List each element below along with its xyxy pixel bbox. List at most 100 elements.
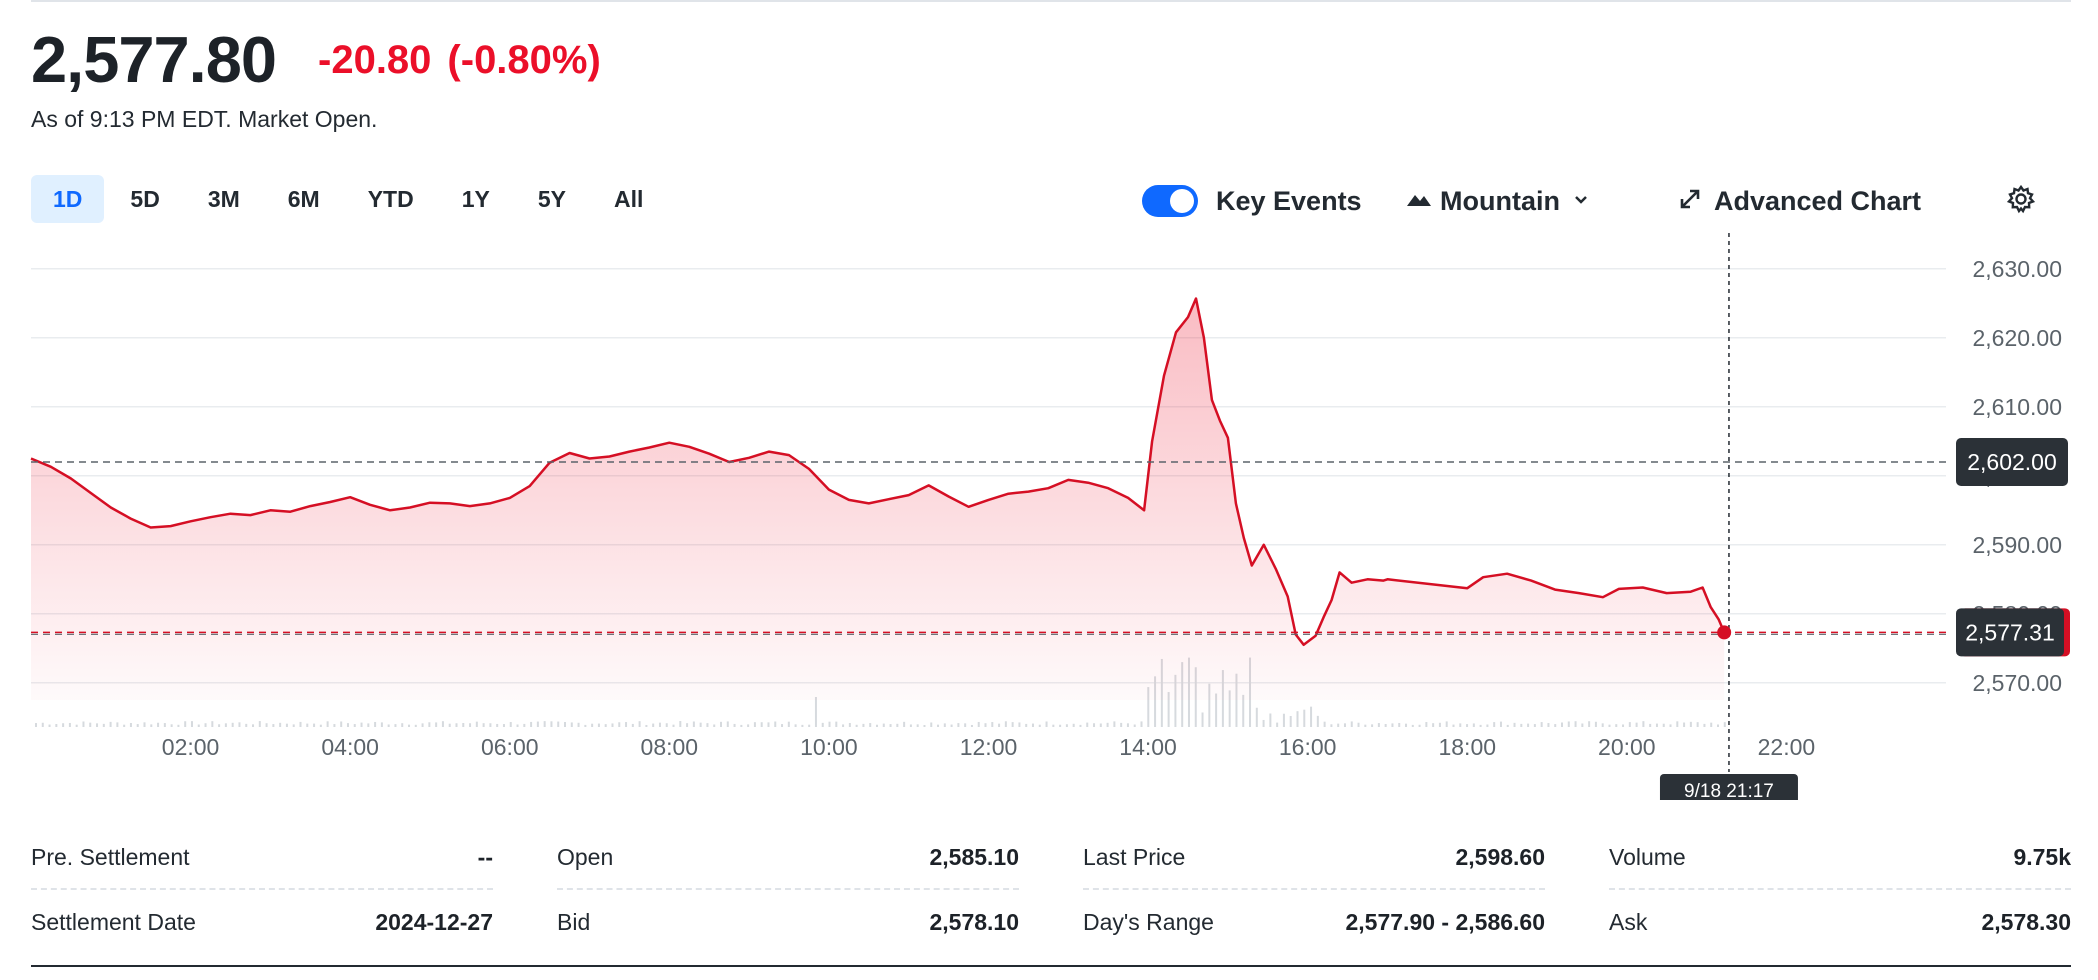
volume-bar — [1330, 724, 1333, 727]
volume-bar — [1452, 724, 1455, 727]
volume-bar — [1316, 715, 1319, 727]
toggle-knob — [1170, 189, 1194, 213]
quote-change: -20.80 (-0.80%) — [318, 36, 601, 84]
x-tick-label: 10:00 — [800, 734, 858, 760]
volume-bar — [821, 722, 824, 727]
volume-bar — [1554, 724, 1557, 727]
range-5y-button[interactable]: 5Y — [537, 185, 566, 212]
volume-bar — [475, 721, 478, 727]
settings-button[interactable] — [2006, 178, 2036, 224]
volume-bar — [1513, 722, 1516, 727]
volume-bar — [441, 721, 444, 727]
volume-bar — [1432, 723, 1435, 727]
volume-bar — [469, 723, 472, 727]
volume-bar — [1377, 723, 1380, 727]
volume-bar — [1357, 722, 1360, 727]
volume-bar — [1683, 722, 1686, 727]
volume-bar — [231, 722, 234, 727]
range-3m-button[interactable]: 3M — [207, 185, 240, 212]
volume-bar — [1133, 724, 1136, 727]
volume-bar — [916, 724, 919, 727]
volume-bar — [1486, 724, 1489, 727]
volume-bar — [1425, 722, 1428, 727]
volume-bar — [387, 724, 390, 727]
x-axis: 02:00 04:00 06:00 08:00 10:00 12:00 14:00 16:00… — [162, 734, 1815, 760]
volume-bar — [930, 722, 933, 727]
volume-bar — [1113, 721, 1116, 727]
range-1d-button[interactable]: 1D — [31, 175, 105, 223]
volume-bar — [1147, 687, 1150, 727]
volume-bar — [1126, 723, 1129, 727]
volume-bar — [136, 724, 139, 727]
volume-bar — [882, 723, 885, 727]
x-tick-label: 22:00 — [1758, 734, 1816, 760]
volume-bar — [1154, 676, 1157, 727]
volume-bar — [679, 721, 682, 727]
volume-bar — [401, 723, 404, 727]
volume-bar — [55, 724, 58, 727]
volume-bar — [1601, 723, 1604, 727]
volume-bar — [1296, 711, 1299, 727]
volume-bar — [957, 723, 960, 727]
advanced-chart-button[interactable]: Advanced Chart — [1678, 178, 1921, 224]
volume-bar — [313, 723, 316, 727]
volume-bar — [828, 721, 831, 727]
range-5d-button[interactable]: 5D — [130, 185, 160, 212]
chart-type-dropdown[interactable]: Mountain — [1406, 178, 1588, 224]
volume-bar — [740, 724, 743, 727]
volume-bar — [1215, 693, 1218, 727]
volume-bar — [102, 723, 105, 727]
volume-bar — [652, 723, 655, 727]
volume-bar — [1093, 723, 1096, 727]
x-tick-label: 02:00 — [162, 734, 220, 760]
volume-bar — [279, 722, 282, 727]
volume-bar — [123, 724, 126, 727]
volume-bar — [1642, 721, 1645, 727]
key-events-toggle[interactable] — [1142, 185, 1198, 217]
volume-bar — [1065, 724, 1068, 727]
volume-bar — [591, 723, 594, 727]
volume-bar — [1533, 724, 1536, 727]
y-tick-label: 2,590.00 — [1972, 532, 2062, 558]
volume-bar — [760, 722, 763, 727]
stat-value: -- — [477, 843, 493, 870]
volume-bar — [801, 724, 804, 727]
volume-bar — [1479, 724, 1482, 727]
key-events-control[interactable]: Key Events — [1142, 178, 1362, 224]
volume-bar — [75, 724, 78, 727]
volume-bar — [550, 721, 553, 727]
volume-bar — [340, 721, 343, 727]
price-chart[interactable]: 2,630.002,620.002,610.002,600.002,590.00… — [0, 230, 2098, 806]
volume-bar — [1120, 722, 1123, 727]
stats-column: Pre. Settlement -- Settlement Date 2024-12… — [31, 826, 493, 954]
volume-bar — [747, 724, 750, 727]
volume-bar — [1025, 723, 1028, 727]
volume-bar — [923, 724, 926, 727]
volume-bar — [1303, 709, 1306, 727]
volume-bar — [1506, 724, 1509, 727]
volume-bar — [204, 723, 207, 727]
range-all-button[interactable]: All — [614, 185, 644, 212]
volume-bar — [34, 723, 37, 727]
volume-bar — [530, 721, 533, 727]
volume-bar — [1228, 690, 1231, 727]
advanced-chart-label: Advanced Chart — [1714, 185, 1922, 216]
volume-bar — [1438, 722, 1441, 727]
volume-bar — [1391, 723, 1394, 727]
range-6m-button[interactable]: 6M — [287, 185, 320, 212]
volume-bar — [1411, 724, 1414, 727]
stat-volume: Volume 9.75k — [1609, 826, 2071, 890]
volume-bar — [211, 721, 214, 727]
range-ytd-button[interactable]: YTD — [367, 185, 414, 212]
volume-bar — [1289, 715, 1292, 727]
market-status: As of 9:13 PM EDT. Market Open. — [31, 106, 378, 132]
x-tick-label: 16:00 — [1279, 734, 1337, 760]
volume-bar — [1059, 724, 1062, 727]
volume-bar — [190, 721, 193, 727]
range-1y-button[interactable]: 1Y — [461, 185, 490, 212]
chart-svg: 2,630.002,620.002,610.002,600.002,590.00… — [30, 233, 2070, 806]
stat-label: Pre. Settlement — [31, 843, 190, 870]
volume-bar — [496, 723, 499, 727]
stat-days-range: Day's Range 2,577.90 - 2,586.60 — [1083, 890, 1545, 954]
volume-bar — [489, 723, 492, 727]
